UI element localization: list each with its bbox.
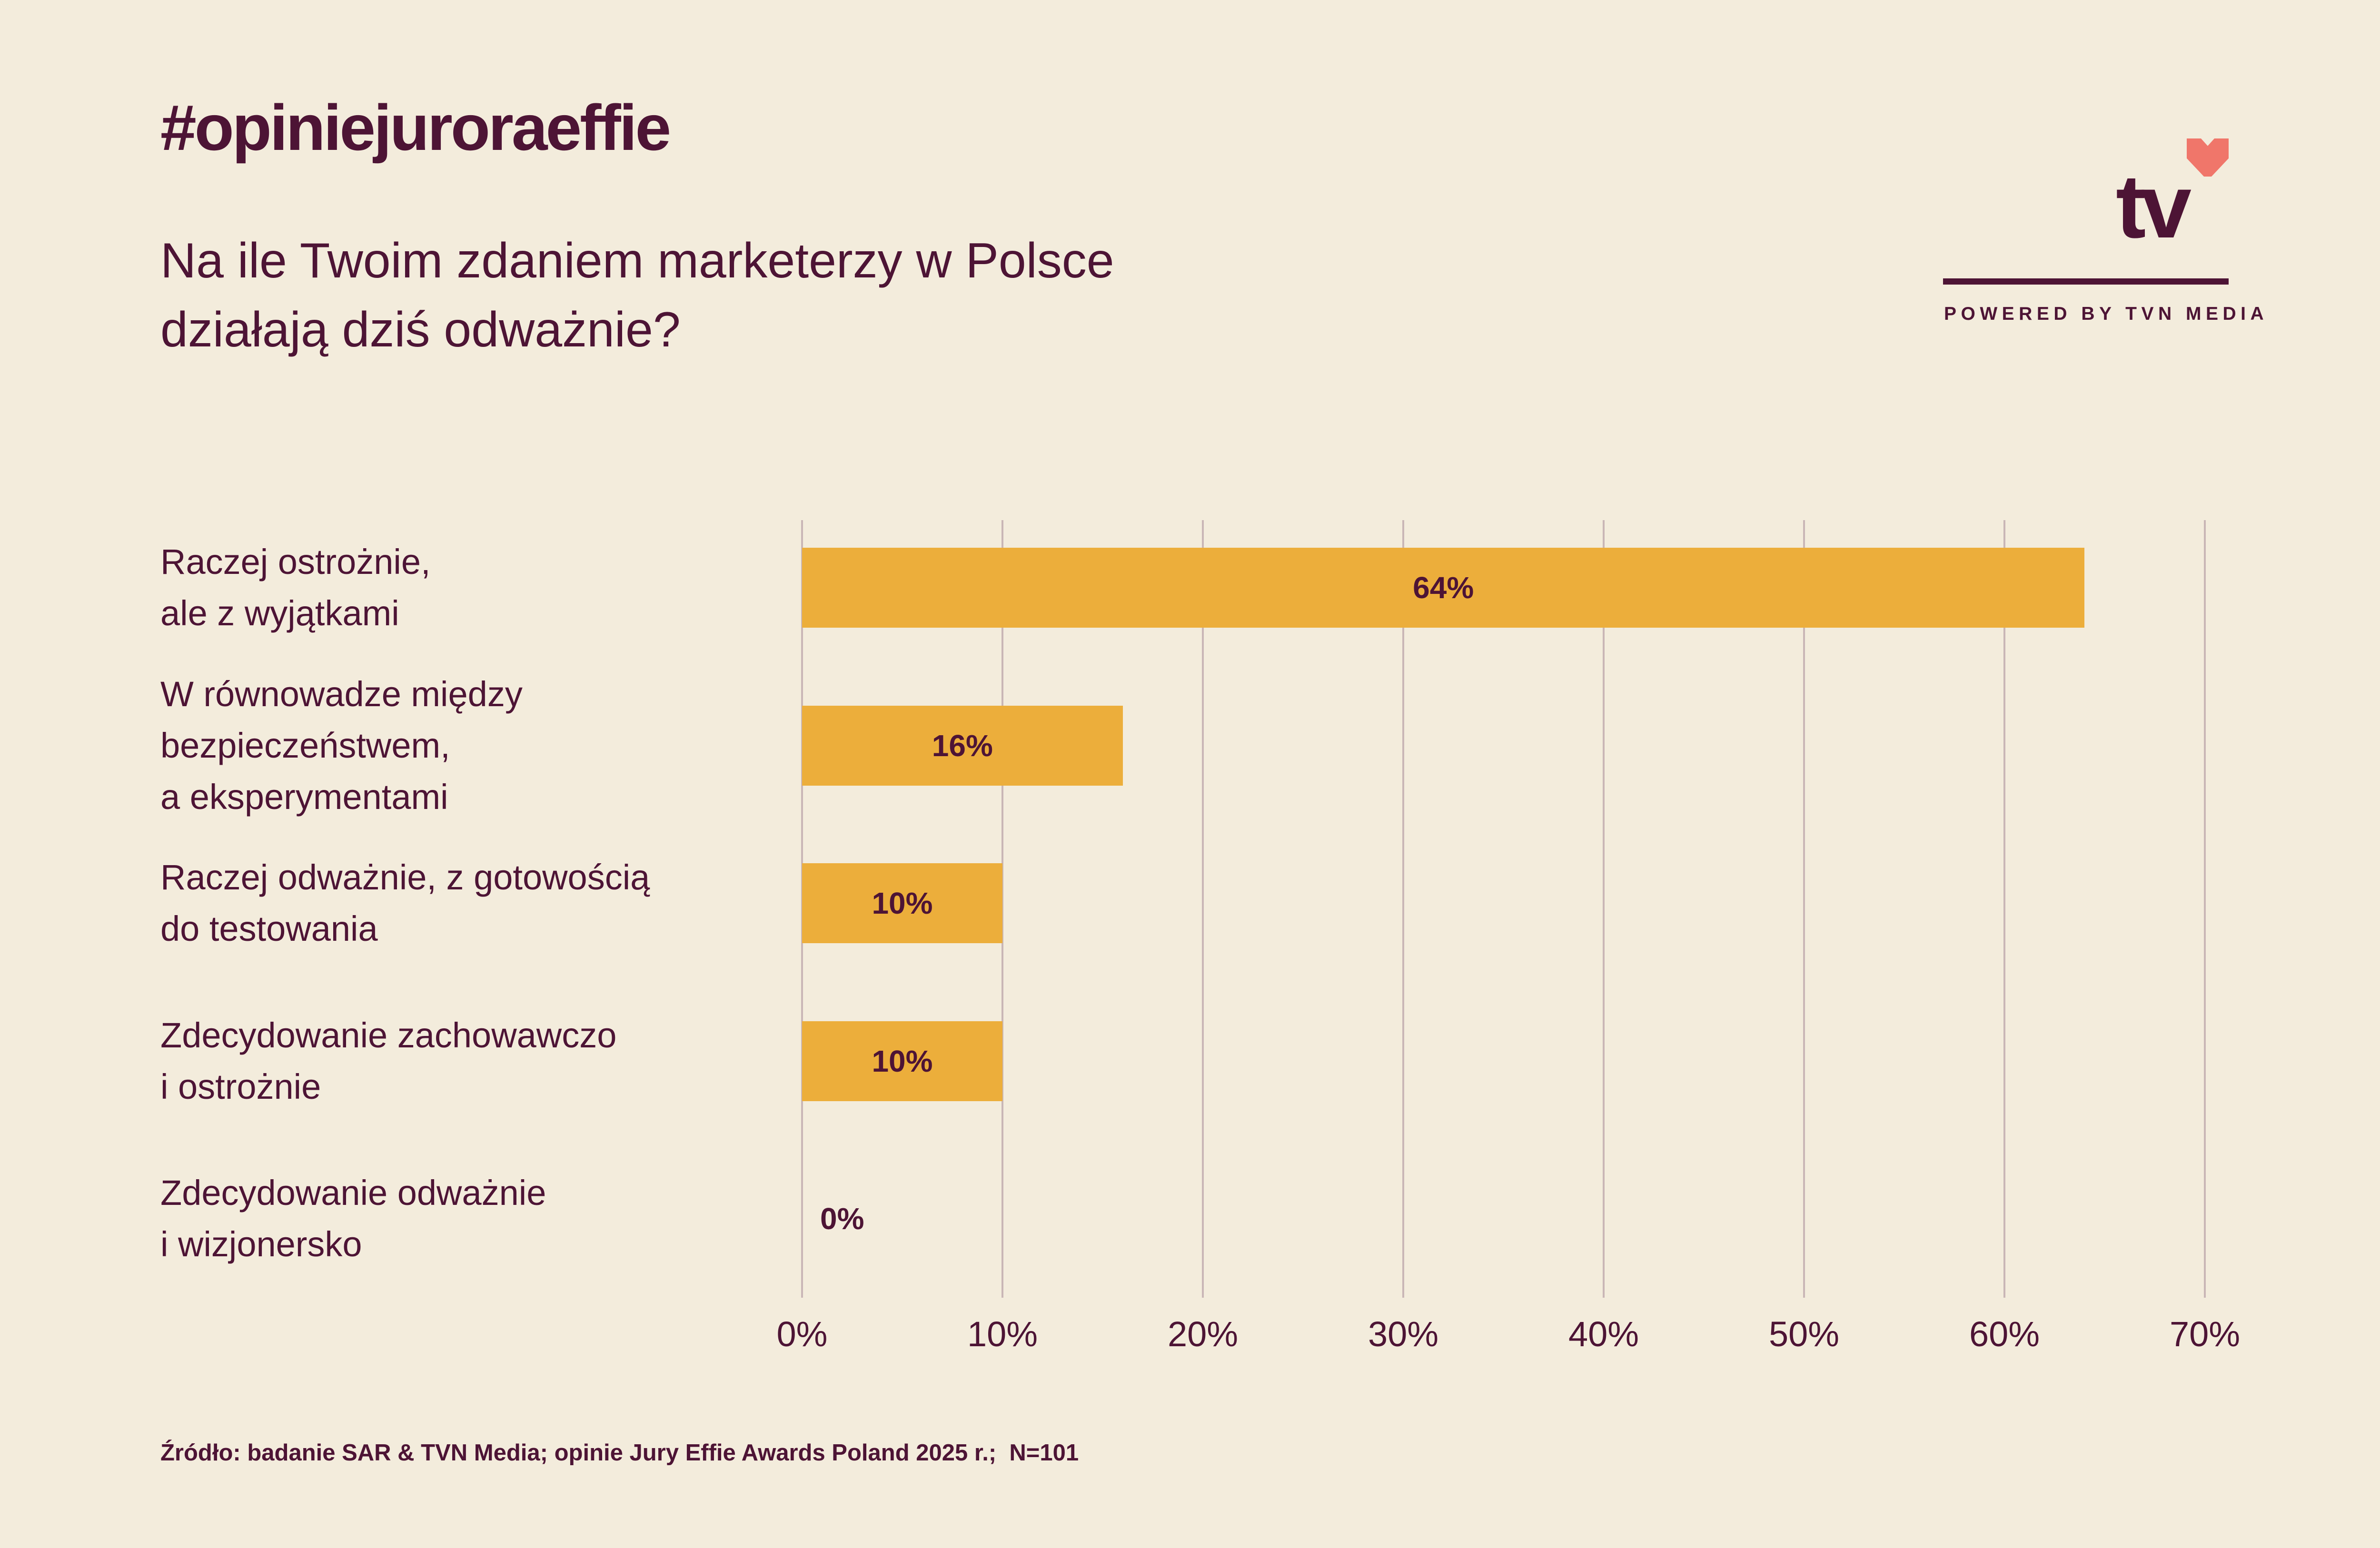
category-label-line: bezpieczeństwem, (160, 726, 450, 765)
x-tick-label: 30% (1368, 1314, 1439, 1354)
bar-row-4: 10% (802, 1021, 2205, 1101)
chart-question-line-2: działają dziś odważnie? (160, 302, 681, 357)
gridline-40% (1603, 520, 1605, 1298)
x-tick-label: 70% (2169, 1314, 2241, 1354)
category-label: W równowadze między bezpieczeństwem, a eks… (160, 669, 523, 823)
category-label-line: a eksperymentami (160, 777, 448, 817)
tvn-media-logo: tv POWERED BY TVN MEDIA (1943, 138, 2264, 338)
category-label-line: do testowania (160, 909, 378, 948)
category-label-line: Zdecydowanie odważnie (160, 1173, 546, 1213)
bar-segment (802, 548, 2085, 628)
bar-row-5: 0% (802, 1179, 2205, 1259)
page-title: #opiniejuroraeffie (160, 91, 671, 164)
gridline-10% (1002, 520, 1003, 1298)
logo-divider (1943, 278, 2229, 285)
gridline-60% (2003, 520, 2005, 1298)
bar-value-label: 16% (932, 729, 993, 763)
category-label: Zdecydowanie zachowawczo i ostrożnie (160, 1010, 616, 1113)
x-tick-label: 60% (1969, 1314, 2040, 1354)
category-label-line: Raczej odważnie, z gotowością (160, 858, 650, 897)
gridline-20% (1202, 520, 1204, 1298)
bar-value-label: 64% (1413, 571, 1474, 605)
heart-shape (2187, 138, 2229, 177)
bar-segment (802, 706, 1123, 786)
x-tick-label: 50% (1768, 1314, 1840, 1354)
gridline-70% (2204, 520, 2206, 1298)
bar-value-label: 0% (820, 1202, 864, 1236)
heart-icon (2187, 138, 2229, 177)
chart-question: Na ile Twoim zdaniem marketerzy w Polsce… (160, 227, 1114, 365)
bar-segment (802, 863, 1002, 943)
x-tick-label: 20% (1167, 1314, 1239, 1354)
category-label-line: i ostrożnie (160, 1067, 321, 1106)
gridline-30% (1402, 520, 1404, 1298)
bar-row-2: 16% (802, 706, 2205, 786)
gridline-50% (1803, 520, 1805, 1298)
category-label: Raczej odważnie, z gotowością do testowan… (160, 852, 650, 955)
bar-value-label: 10% (872, 886, 933, 920)
category-label: Raczej ostrożnie, ale z wyjątkami (160, 536, 431, 639)
bar-value-label: 10% (872, 1044, 933, 1078)
source-note: Źródło: badanie SAR & TVN Media; opinie … (160, 1440, 1079, 1466)
category-label-column: Raczej ostrożnie, ale z wyjątkami W równow… (160, 520, 801, 1298)
bar-chart: 64% 16% 10% 10% 0% 0% 10% 20% 30% 40% 50% 60% 70% (777, 520, 2240, 1354)
category-label-line: ale z wyjątkami (160, 593, 399, 633)
x-tick-label: 10% (967, 1314, 1038, 1354)
logo-tagline: POWERED BY TVN MEDIA (1944, 304, 2269, 324)
category-label: Zdecydowanie odważnie i wizjonersko (160, 1167, 546, 1270)
category-label-line: Raczej ostrożnie, (160, 542, 431, 582)
bar-row-1: 64% (802, 548, 2205, 628)
category-label-line: Zdecydowanie zachowawczo (160, 1016, 617, 1055)
category-label-line: i wizjonersko (160, 1224, 362, 1264)
bar-segment (802, 1021, 1002, 1101)
category-label-line: W równowadze między (160, 674, 523, 714)
tv-wordmark: tv (2116, 156, 2192, 257)
chart-question-line-1: Na ile Twoim zdaniem marketerzy w Polsce (160, 233, 1114, 288)
x-tick-label: 0% (776, 1314, 828, 1354)
bar-row-3: 10% (802, 863, 2205, 943)
x-tick-label: 40% (1568, 1314, 1639, 1354)
